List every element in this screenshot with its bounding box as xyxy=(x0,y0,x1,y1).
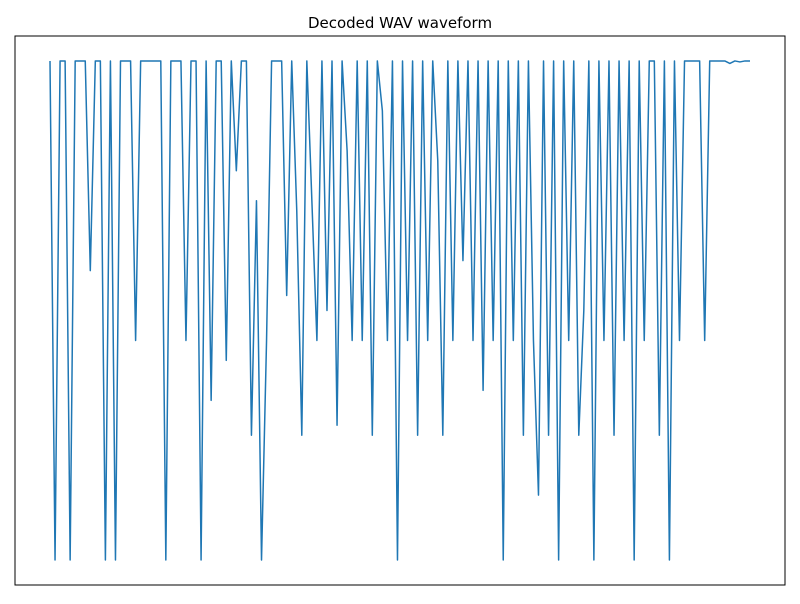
chart-title: Decoded WAV waveform xyxy=(308,14,492,32)
waveform-line xyxy=(49,60,750,561)
plot-frame xyxy=(14,35,786,586)
